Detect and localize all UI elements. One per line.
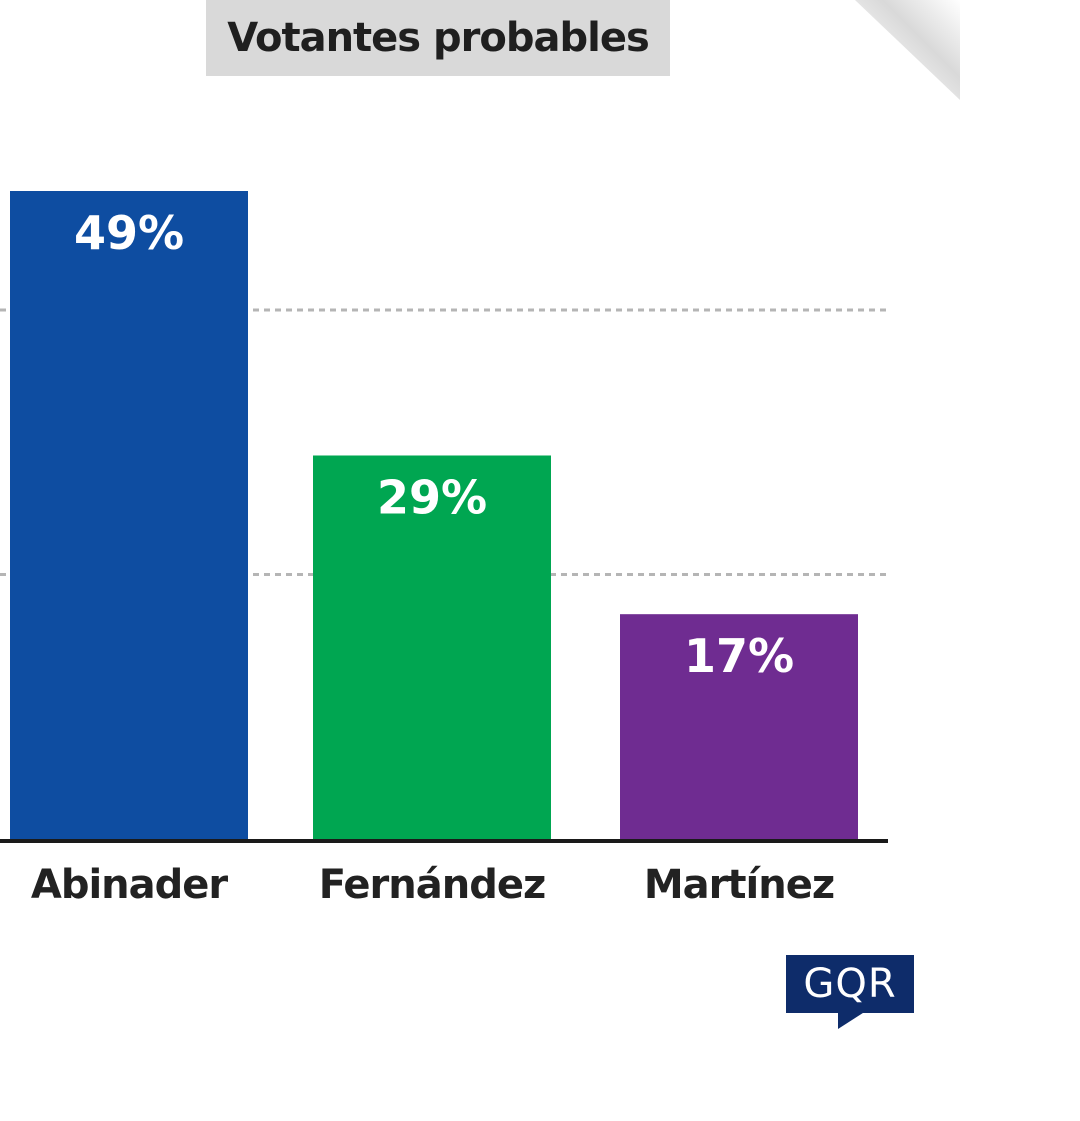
bar-martinez <box>620 614 858 839</box>
category-label-martinez: Martínez <box>644 862 834 908</box>
chart-title: Votantes probables <box>227 15 650 61</box>
bar-value-label-abinader: 49% <box>74 206 184 260</box>
gqr-logo-text: GQR <box>803 961 897 1007</box>
category-label-abinader: Abinader <box>31 862 229 908</box>
chart-title-box: Votantes probables <box>206 0 670 76</box>
gqr-logo: GQR <box>786 955 914 1029</box>
bar-value-label-martinez: 17% <box>684 629 794 683</box>
bar-value-label-fernandez: 29% <box>377 470 487 524</box>
bars-layer: 49% 29% 17% <box>10 191 858 839</box>
gqr-logo-box: GQR <box>786 955 914 1013</box>
gqr-logo-speech-tail <box>838 1011 866 1029</box>
bar-fernandez <box>313 455 551 839</box>
category-label-fernandez: Fernández <box>319 862 546 908</box>
category-labels: Abinader Fernández Martínez <box>31 862 835 908</box>
bar-abinader <box>10 191 248 839</box>
